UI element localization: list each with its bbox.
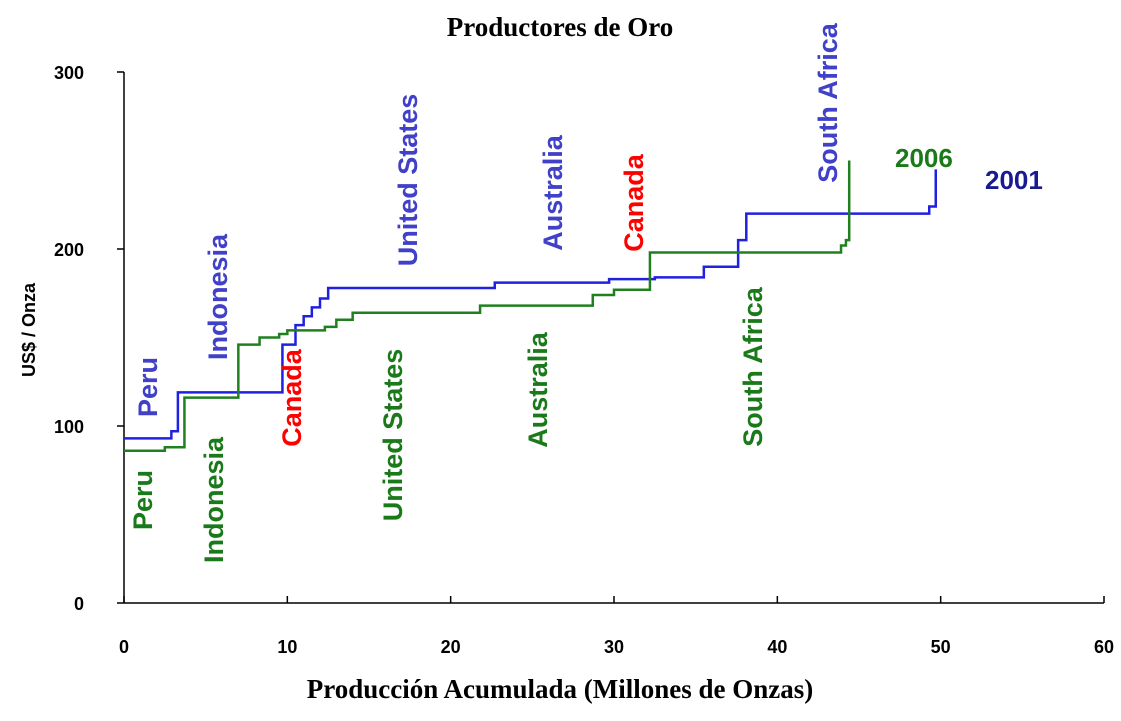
y-tick-label: 200 [54, 240, 84, 260]
y-tick-label: 0 [74, 594, 84, 614]
annotation: Australia [523, 331, 553, 448]
annotation: Peru [128, 470, 158, 530]
step-line [124, 160, 851, 453]
series-label: 2001 [985, 165, 1043, 195]
annotation: Peru [133, 357, 163, 417]
annotation: Canada [619, 153, 649, 252]
x-tick-label: 10 [277, 637, 297, 657]
y-tick-label: 100 [54, 417, 84, 437]
x-tick-label: 0 [119, 637, 129, 657]
annotation: South Africa [813, 22, 843, 182]
x-tick-label: 40 [767, 637, 787, 657]
series-label: 2006 [895, 143, 953, 173]
chart-title: Productores de Oro [447, 12, 673, 42]
annotation: Indonesia [199, 436, 229, 563]
x-tick-label: 20 [441, 637, 461, 657]
annotation: United States [378, 349, 408, 522]
y-tick-label: 300 [54, 63, 84, 83]
x-axis-label: Producción Acumulada (Millones de Onzas) [307, 674, 814, 704]
y-axis-label: US$ / Onza [19, 282, 39, 377]
x-tick-label: 60 [1094, 637, 1114, 657]
annotation: Canada [277, 348, 307, 447]
step-line [124, 169, 938, 440]
annotation: Indonesia [203, 233, 233, 360]
annotation: South Africa [738, 286, 768, 446]
annotation: United States [393, 94, 423, 267]
x-tick-label: 50 [931, 637, 951, 657]
annotation: Australia [538, 134, 568, 251]
x-tick-label: 30 [604, 637, 624, 657]
